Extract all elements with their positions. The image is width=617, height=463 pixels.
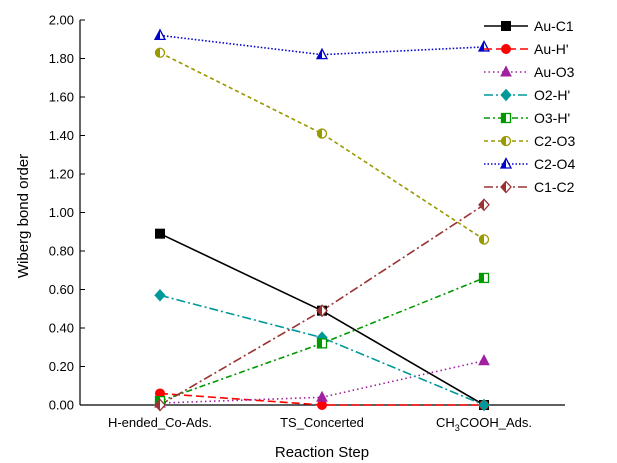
series-line-5 [159,52,485,241]
data-point-2-2 [478,354,490,366]
legend-marker [500,135,512,147]
legend-marker [500,65,512,77]
y-tick-label: 2.00 [49,13,74,28]
legend-marker [500,180,512,194]
y-tick-label: 0.40 [49,321,74,336]
legend-item: C1-C2 [484,179,575,195]
legend-label: Au-O3 [534,64,575,80]
y-axis-title: Wiberg bond order [15,154,32,278]
data-point-4-1 [316,338,328,349]
x-tick-label-text: H-ended_Co-Ads. [108,415,212,430]
y-tick-label: 0.20 [49,359,74,374]
y-tick-label: 1.20 [49,167,74,182]
y-tick-label: 1.60 [49,90,74,105]
legend-item: Au-O3 [484,64,575,80]
legend-item: O2-H' [484,87,570,103]
x-tick-label: CH3COOH_Ads. [436,415,532,433]
y-tick-label: 0.60 [49,282,74,297]
data-point-2-1 [316,390,328,402]
x-tick-label: H-ended_Co-Ads. [108,415,212,430]
x-axis-title: Reaction Step [275,444,369,461]
y-tick-label: 0.80 [49,244,74,259]
legend-label: C1-C2 [534,179,575,195]
data-point-0-0 [155,228,165,239]
x-tick-label: TS_Concerted [280,415,364,430]
legend-item: C2-O3 [484,133,575,149]
series-lines [159,34,485,406]
series-line-0 [159,232,485,406]
y-tick-label: 1.40 [49,128,74,143]
y-tick-label: 0.00 [49,398,74,413]
data-point-7-1 [316,304,328,318]
legend-label: Au-H' [534,41,569,57]
data-point-5-2 [478,234,490,245]
legend-label: C2-O4 [534,156,575,172]
data-point-7-2 [478,198,490,212]
legend-item: Au-C1 [484,18,574,34]
data-point-3-0 [154,289,166,302]
legend-item: O3-H' [484,110,570,126]
axis-ticks: 0.00 0.20 0.40 0.60 0.80 1.00 1.20 1.40 1.60 1.80… [49,13,532,434]
legend-marker [500,88,512,102]
legend-item: C2-O4 [484,156,575,172]
data-point-1-1 [317,400,327,410]
legend-label: O2-H' [534,87,570,103]
legend-marker [501,44,511,54]
x-tick-label-subscript: 3 [455,423,460,433]
data-point-3-2 [478,398,490,412]
x-tick-label-text: TS_Concerted [280,415,364,430]
legend-marker [499,157,513,169]
legend-item: Au-H' [484,41,569,57]
data-point-7-0 [154,398,166,412]
legend-label: O3-H' [534,110,570,126]
data-point-5-1 [316,128,328,139]
legend-label: Au-C1 [534,18,574,34]
series-markers [153,28,491,412]
data-point-4-2 [478,272,490,284]
y-tick-label: 1.00 [49,205,74,220]
series-line-3 [159,294,485,406]
legend-label: C2-O3 [534,133,575,149]
data-point-6-0 [153,28,167,41]
data-point-6-1 [315,47,329,60]
data-point-5-0 [154,47,166,58]
x-tick-label-prefix: CH [436,415,455,430]
legend-marker [501,21,511,31]
legend-marker [500,112,512,124]
x-tick-label-suffix: COOH_Ads. [460,415,532,430]
y-tick-label: 1.80 [49,51,74,66]
legend: Au-C1 Au-H' Au-O3 O2-H' O3-H' C2-O3 C2-O4 C1-C2 [484,18,575,195]
